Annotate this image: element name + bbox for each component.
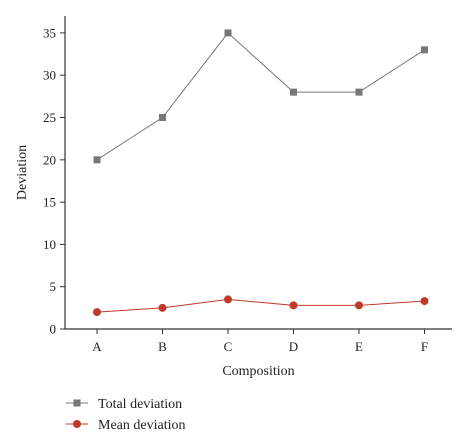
x-tick-label: B (158, 339, 167, 354)
x-tick-label: E (355, 339, 363, 354)
data-point (93, 156, 101, 164)
data-point (158, 303, 167, 312)
series-group (93, 29, 429, 317)
y-tick-label: 15 (43, 195, 56, 210)
series-line (96, 32, 425, 161)
y-tick-label: 20 (43, 152, 56, 167)
y-tick-label: 25 (43, 110, 56, 125)
legend-marker (73, 420, 81, 428)
legend-marker (73, 399, 81, 407)
data-point (355, 301, 363, 310)
y-tick-label: 0 (50, 322, 57, 337)
legend: Total deviation Mean deviation (66, 397, 185, 433)
data-point (355, 88, 363, 96)
data-point (420, 297, 429, 306)
y-tick-label: 30 (43, 68, 56, 83)
y-ticks: 0 5 10 15 20 25 30 35 (43, 25, 65, 337)
legend-label: Mean deviation (98, 418, 185, 433)
y-axis-title: Deviation (15, 145, 30, 200)
x-tick-label: D (289, 339, 298, 354)
series-1 (93, 29, 428, 164)
series-line (96, 298, 425, 313)
y-tick-label: 10 (43, 237, 56, 252)
x-ticks: A B C D E F (92, 329, 428, 354)
y-tick-label: 35 (43, 25, 56, 40)
data-point (224, 29, 232, 37)
data-point (224, 295, 232, 304)
data-point (93, 308, 101, 317)
data-point (289, 301, 298, 310)
data-point (159, 114, 166, 122)
x-axis-title: Composition (222, 364, 294, 379)
legend-label: Total deviation (98, 397, 182, 412)
data-point (421, 46, 428, 54)
series-2 (93, 295, 429, 317)
y-tick-label: 5 (50, 279, 57, 294)
legend-item: Total deviation (66, 397, 182, 412)
x-tick-label: A (92, 339, 102, 354)
x-tick-label: C (224, 339, 233, 354)
legend-item: Mean deviation (66, 418, 185, 433)
axes (64, 16, 452, 330)
data-point (290, 88, 297, 96)
x-tick-label: F (421, 339, 428, 354)
